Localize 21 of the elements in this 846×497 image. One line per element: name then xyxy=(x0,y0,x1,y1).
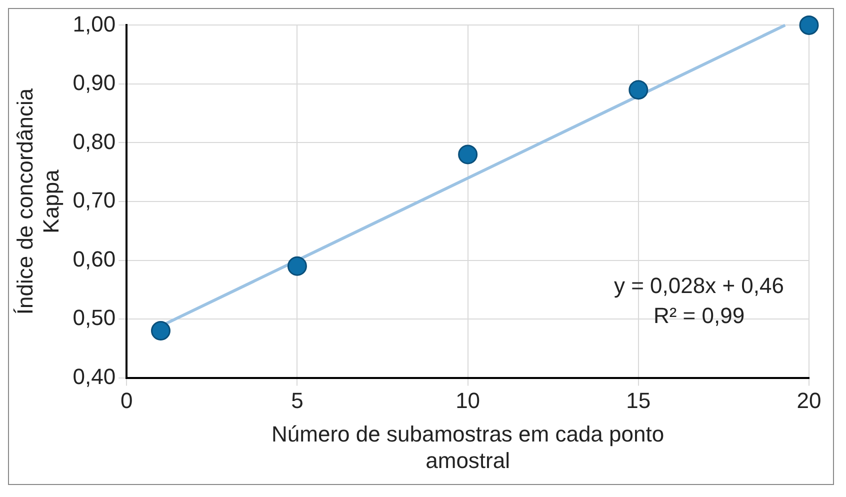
x-axis-title: Número de subamostras em cada ponto amostral xyxy=(272,421,664,473)
point xyxy=(287,256,307,276)
x-tick-label: 0 xyxy=(120,388,133,414)
y-tick-label: 0,80 xyxy=(72,128,116,154)
point xyxy=(150,321,170,341)
x-tick-label: 10 xyxy=(456,388,480,414)
y-axis-title: Índice de concordância Kappa xyxy=(12,88,64,315)
annotation: y = 0,028x + 0,46 xyxy=(614,272,784,298)
y-tick-label: 0,60 xyxy=(72,246,116,272)
x-tick-label: 15 xyxy=(626,388,651,414)
y-tick-label: 0,90 xyxy=(72,70,116,96)
x-tick-label: 20 xyxy=(796,388,822,414)
annotation: R² = 0,99 xyxy=(653,302,745,328)
y-tick-label: 1,00 xyxy=(72,11,116,36)
y-tick-label: 0,70 xyxy=(72,188,116,213)
y-tick-label: 0,50 xyxy=(72,305,116,330)
x-tick-label: 5 xyxy=(291,388,304,414)
point xyxy=(628,80,648,100)
y-tick-label: 0,40 xyxy=(72,364,116,389)
point xyxy=(458,144,478,164)
point xyxy=(799,15,819,35)
